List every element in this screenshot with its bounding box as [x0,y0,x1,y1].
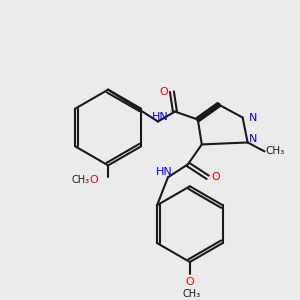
Text: N: N [248,112,257,122]
Text: N: N [248,134,257,145]
Text: O: O [212,172,220,182]
Text: O: O [160,87,168,97]
Text: HN: HN [152,112,168,122]
Text: CH₃: CH₃ [265,146,284,156]
Text: CH₃: CH₃ [183,289,201,299]
Text: O: O [185,277,194,287]
Text: O: O [90,175,99,185]
Text: HN: HN [156,167,172,177]
Text: CH₃: CH₃ [71,175,89,185]
